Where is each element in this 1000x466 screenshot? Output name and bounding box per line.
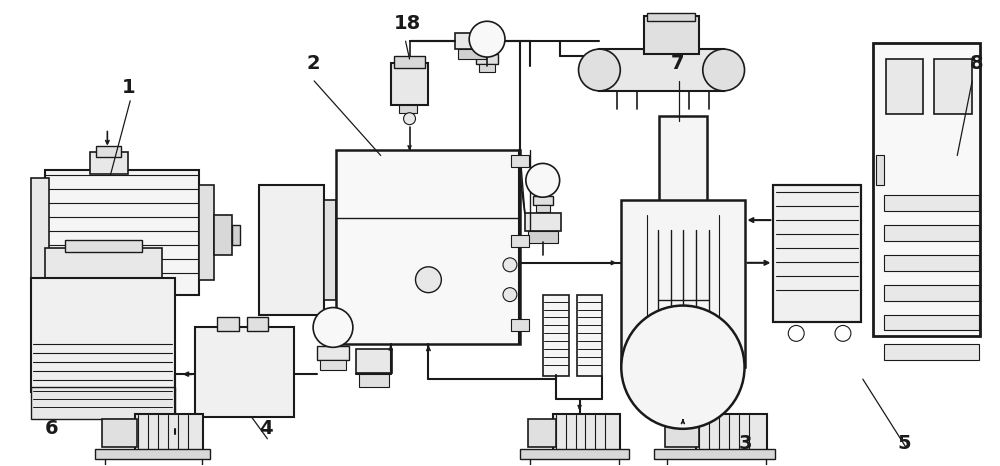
Bar bbox=[356, 350, 392, 373]
Bar bbox=[31, 178, 49, 288]
Bar bbox=[528, 419, 556, 447]
Bar bbox=[65, 240, 142, 252]
Bar bbox=[647, 14, 695, 21]
Bar bbox=[873, 43, 980, 336]
Bar bbox=[479, 64, 495, 72]
Bar bbox=[31, 387, 175, 419]
Circle shape bbox=[503, 258, 517, 272]
Bar bbox=[528, 231, 558, 243]
Bar bbox=[90, 152, 128, 174]
Bar bbox=[199, 185, 214, 280]
Circle shape bbox=[835, 325, 851, 342]
Text: 5: 5 bbox=[898, 434, 911, 452]
Circle shape bbox=[503, 288, 517, 302]
Bar bbox=[621, 200, 745, 367]
Bar bbox=[644, 16, 699, 54]
Bar bbox=[773, 185, 861, 322]
Bar bbox=[599, 49, 724, 91]
Text: 4: 4 bbox=[259, 419, 273, 438]
Bar bbox=[511, 235, 529, 247]
Bar bbox=[934, 59, 972, 114]
Bar bbox=[884, 344, 979, 360]
Bar bbox=[95, 449, 210, 459]
Bar bbox=[886, 59, 923, 114]
Bar bbox=[543, 295, 569, 376]
Bar bbox=[232, 225, 240, 245]
Circle shape bbox=[621, 306, 745, 429]
Bar bbox=[773, 185, 861, 322]
Bar bbox=[195, 328, 294, 417]
Bar bbox=[247, 317, 268, 331]
Bar bbox=[391, 63, 428, 105]
Bar bbox=[394, 56, 425, 68]
Bar bbox=[324, 200, 336, 300]
Text: 3: 3 bbox=[739, 434, 752, 452]
Bar bbox=[511, 320, 529, 331]
Bar bbox=[654, 449, 775, 459]
Text: 7: 7 bbox=[671, 54, 684, 73]
Bar bbox=[31, 278, 175, 392]
Bar bbox=[214, 215, 232, 255]
Bar bbox=[102, 419, 137, 447]
Bar bbox=[458, 49, 486, 59]
Bar bbox=[884, 225, 979, 241]
Bar bbox=[659, 116, 707, 203]
Bar bbox=[135, 414, 203, 452]
Bar bbox=[317, 346, 349, 360]
Bar bbox=[884, 285, 979, 301]
Bar bbox=[336, 151, 520, 344]
Bar bbox=[399, 105, 417, 113]
Bar bbox=[536, 205, 550, 212]
Circle shape bbox=[416, 267, 441, 293]
Circle shape bbox=[788, 325, 804, 342]
Bar bbox=[511, 156, 529, 167]
Bar bbox=[884, 195, 979, 211]
Bar bbox=[455, 33, 490, 49]
Text: 1: 1 bbox=[122, 78, 136, 97]
Bar bbox=[45, 171, 199, 295]
Bar bbox=[525, 213, 561, 231]
Text: 6: 6 bbox=[45, 419, 58, 438]
Text: 8: 8 bbox=[970, 54, 984, 73]
Circle shape bbox=[526, 164, 560, 197]
Bar bbox=[359, 373, 389, 387]
Bar bbox=[320, 360, 346, 370]
Text: 2: 2 bbox=[306, 54, 320, 73]
Bar bbox=[217, 317, 239, 331]
Bar bbox=[876, 156, 884, 185]
Bar bbox=[476, 54, 498, 64]
Text: 18: 18 bbox=[394, 14, 421, 33]
Circle shape bbox=[469, 21, 505, 57]
Bar bbox=[259, 185, 324, 315]
Circle shape bbox=[404, 113, 416, 124]
Bar bbox=[696, 414, 767, 452]
Circle shape bbox=[703, 49, 745, 91]
Bar bbox=[520, 449, 629, 459]
Bar bbox=[884, 255, 979, 271]
Bar bbox=[96, 145, 121, 158]
Bar bbox=[884, 315, 979, 330]
Bar bbox=[533, 196, 553, 205]
Bar bbox=[45, 248, 162, 280]
Bar bbox=[665, 419, 699, 447]
Circle shape bbox=[313, 308, 353, 347]
Bar bbox=[577, 295, 602, 376]
Circle shape bbox=[579, 49, 620, 91]
Bar bbox=[553, 414, 620, 452]
